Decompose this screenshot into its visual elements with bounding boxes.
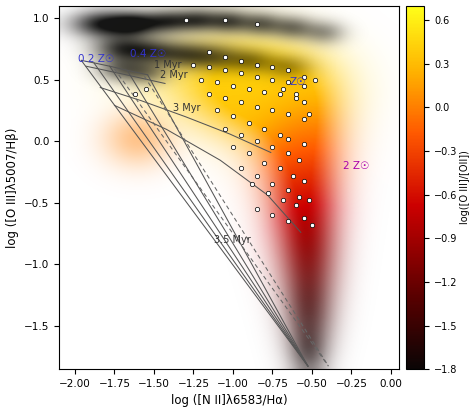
Point	[245, 86, 253, 93]
Point	[295, 193, 303, 200]
Point	[276, 165, 284, 171]
Point	[261, 126, 268, 132]
Point	[221, 95, 229, 101]
Point	[292, 91, 300, 97]
Point	[253, 21, 260, 27]
Point	[213, 107, 221, 114]
Point	[295, 157, 303, 163]
Text: 0.2 Z☉: 0.2 Z☉	[78, 54, 114, 64]
Text: 1 Myr: 1 Myr	[154, 60, 182, 70]
Point	[237, 98, 245, 105]
Point	[261, 88, 268, 95]
Point	[308, 222, 316, 228]
Point	[245, 119, 253, 126]
Point	[237, 165, 245, 171]
Point	[221, 126, 229, 132]
Point	[300, 74, 308, 81]
Point	[269, 76, 276, 83]
Point	[284, 135, 292, 142]
Point	[300, 140, 308, 147]
Point	[221, 66, 229, 73]
Point	[311, 76, 319, 83]
Point	[269, 64, 276, 71]
Point	[182, 17, 189, 24]
Text: 3 Myr: 3 Myr	[173, 103, 201, 113]
Point	[253, 103, 260, 110]
Y-axis label: log ([O III]λ5007/Hβ): log ([O III]λ5007/Hβ)	[6, 127, 18, 247]
Text: 2 Z☉: 2 Z☉	[344, 161, 370, 171]
Point	[198, 76, 205, 83]
Text: 2 Myr: 2 Myr	[160, 69, 188, 80]
Point	[276, 132, 284, 138]
Y-axis label: log([O III]/[OII]): log([O III]/[OII])	[460, 150, 470, 224]
Point	[253, 138, 260, 145]
Text: 3.5 Myr: 3.5 Myr	[214, 235, 251, 245]
Point	[253, 206, 260, 212]
Point	[284, 150, 292, 157]
Point	[284, 111, 292, 117]
Point	[284, 66, 292, 73]
Point	[264, 190, 272, 196]
Text: 0.4 Z☉: 0.4 Z☉	[130, 49, 166, 59]
Point	[131, 91, 139, 97]
Point	[269, 212, 276, 218]
Point	[205, 49, 213, 56]
Point	[305, 111, 312, 117]
Point	[305, 197, 312, 204]
Point	[284, 218, 292, 225]
Point	[292, 95, 300, 101]
Point	[221, 54, 229, 61]
X-axis label: log ([N II]λ6583/Hα): log ([N II]λ6583/Hα)	[171, 394, 287, 408]
Point	[300, 116, 308, 122]
Point	[280, 197, 287, 204]
Point	[284, 187, 292, 194]
Point	[284, 78, 292, 85]
Point	[205, 64, 213, 71]
Point	[253, 172, 260, 179]
Point	[300, 82, 308, 89]
Point	[229, 82, 237, 89]
Point	[300, 214, 308, 221]
Point	[213, 78, 221, 85]
Point	[190, 62, 197, 68]
Point	[292, 202, 300, 209]
Point	[237, 70, 245, 77]
Point	[229, 144, 237, 151]
Point	[300, 98, 308, 105]
Point	[205, 91, 213, 97]
Point	[221, 17, 229, 24]
Text: Z☉: Z☉	[290, 77, 306, 87]
Point	[300, 177, 308, 184]
Point	[248, 181, 255, 188]
Point	[276, 91, 284, 97]
Point	[269, 144, 276, 151]
Point	[253, 74, 260, 81]
Point	[237, 132, 245, 138]
Point	[245, 150, 253, 157]
Point	[142, 86, 150, 93]
Point	[269, 181, 276, 188]
Point	[289, 172, 297, 179]
Point	[269, 107, 276, 114]
Point	[280, 86, 287, 93]
Point	[253, 62, 260, 68]
Point	[229, 113, 237, 120]
Point	[237, 58, 245, 64]
Point	[261, 160, 268, 166]
